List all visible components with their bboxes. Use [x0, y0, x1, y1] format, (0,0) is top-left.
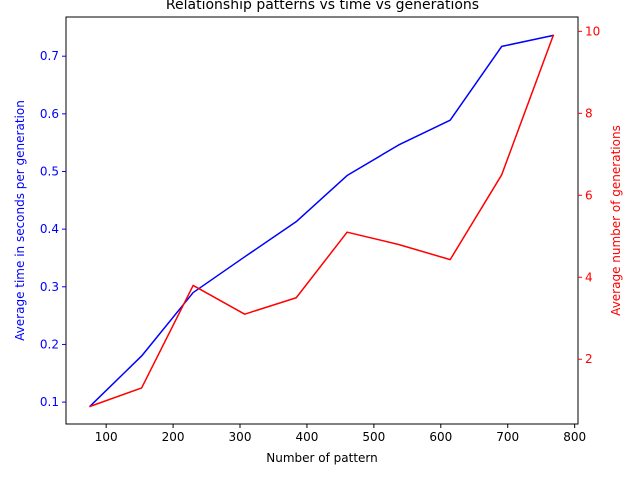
- y-left-tick-label: 0.5: [40, 164, 59, 178]
- plot-area: [65, 16, 579, 425]
- x-tick-label: 400: [295, 430, 318, 444]
- y-left-tick-label: 0.3: [40, 280, 59, 294]
- y-right-tick-label: 8: [585, 106, 593, 120]
- y-axis-right-label: Average number of generations: [609, 125, 623, 316]
- y-left-tick-label: 0.7: [40, 49, 59, 63]
- series-line-generations: [89, 34, 555, 408]
- plot-frame: [65, 16, 579, 425]
- series-line-time: [89, 34, 555, 408]
- y-left-tick-label: 0.2: [40, 337, 59, 351]
- y-left-tick-label: 0.1: [40, 395, 59, 409]
- x-tick-label: 500: [362, 430, 385, 444]
- y-axis-left: 0.1 0.2 0.3 0.4 0.5 0.6 0.7: [40, 49, 66, 409]
- x-tick-label: 800: [563, 430, 586, 444]
- y-right-tick-label: 6: [585, 188, 593, 202]
- x-tick-label: 600: [429, 430, 452, 444]
- y-right-tick-label: 10: [585, 24, 600, 38]
- x-axis: 100 200 300 400 500 600 700 800: [95, 424, 586, 444]
- y-axis-left-label: Average time in seconds per generation: [13, 100, 27, 341]
- y-right-tick-label: 4: [585, 270, 593, 284]
- x-tick-label: 100: [95, 430, 118, 444]
- x-tick-label: 300: [229, 430, 252, 444]
- y-right-tick-label: 2: [585, 352, 593, 366]
- x-axis-label: Number of pattern: [266, 451, 378, 465]
- x-tick-label: 700: [496, 430, 519, 444]
- chart-title: Relationship patterns vs time vs generat…: [166, 0, 479, 13]
- y-left-tick-label: 0.4: [40, 222, 59, 236]
- x-tick-label: 200: [162, 430, 185, 444]
- y-left-tick-label: 0.6: [40, 107, 59, 121]
- y-axis-right: 2 4 6 8 10: [578, 24, 600, 366]
